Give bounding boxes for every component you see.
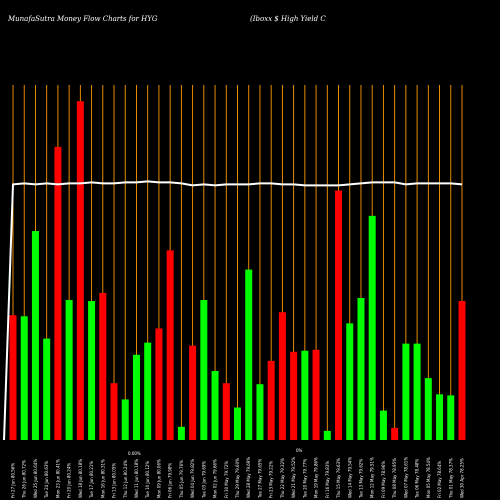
bar-green: [200, 300, 208, 440]
x-tick-label: Thu 15 May 79.63%: [336, 458, 341, 499]
bar-green: [132, 354, 140, 440]
bar-red: [335, 190, 343, 440]
x-tick-label: Thu 12 Jun 80.24%: [123, 460, 128, 499]
bar-green: [447, 395, 455, 440]
bar-green: [234, 407, 241, 440]
bar-red: [99, 292, 107, 440]
x-tick-label: Wed 28 May 79.69%: [246, 457, 251, 498]
x-tick-label: Tue 03 Jun 79.69%: [201, 461, 206, 499]
bar-green: [245, 269, 253, 440]
bar-green: [88, 301, 96, 440]
x-tick-label: Mon 05 May 78.54%: [426, 457, 431, 498]
x-tick-label: Wed 18 Jun 80.18%: [78, 459, 83, 498]
x-tick-label: Wed 30 Apr 78.25%: [460, 458, 465, 498]
x-tick-label: Fri 30 May 79.72%: [224, 461, 229, 498]
bar-red: [110, 383, 118, 440]
bar-green: [424, 378, 432, 440]
x-tick-label: Fri 20 Jun 80.24%: [67, 463, 72, 498]
x-tick-label: Tue 13 May 79.62%: [358, 459, 363, 499]
bar-green: [177, 426, 185, 440]
chart-title: MunafaSutra Money Flow Charts for HYG: [7, 15, 158, 23]
x-tick-label: Wed 25 Jun 80.64%: [33, 459, 38, 498]
bar-red: [391, 427, 399, 440]
x-tick-label: Fri 02 May 78.64%: [437, 461, 442, 498]
x-tick-label: Thu 08 May 78.95%: [392, 458, 397, 499]
x-tick-label: Mon 23 Jun 80.41%: [55, 459, 60, 498]
bar-red: [76, 101, 84, 440]
bar-red: [312, 349, 320, 440]
x-tick-label: Tue 06 May 78.48%: [415, 459, 420, 499]
bar-red: [166, 250, 174, 440]
x-tick-label: Mon 12 May 79.51%: [370, 457, 375, 498]
bar-green: [121, 399, 129, 440]
x-tick-label: Mon 02 Jun 79.66%: [213, 459, 218, 498]
bar-green: [436, 394, 444, 440]
flow-line: [3, 180, 463, 441]
x-tick-label: Tue 20 May 79.77%: [302, 459, 307, 499]
x-tick-label: Tue 17 Jun 80.21%: [89, 461, 94, 499]
bar-green: [65, 300, 73, 440]
x-tick-label: Fri 06 Jun 79.98%: [168, 463, 173, 498]
bar-red: [458, 301, 466, 440]
x-tick-label: Mon 19 May 79.86%: [314, 457, 319, 498]
x-tick-label: Fri 09 May 78.96%: [381, 461, 386, 498]
bar-red: [9, 315, 17, 440]
x-tick-label: Wed 04 Jun 79.82%: [190, 459, 195, 498]
bar-green: [31, 231, 39, 440]
bar-red: [155, 328, 163, 440]
flow-line-group: [3, 180, 463, 441]
x-tick-label: Fri 23 May 79.22%: [269, 461, 274, 498]
bar-red: [54, 146, 62, 440]
bar-red: [222, 383, 230, 440]
x-tick-label: Wed 11 Jun 80.18%: [134, 459, 139, 498]
bar-green: [357, 298, 365, 440]
x-tick-label: Tue 10 Jun 80.12%: [145, 461, 150, 499]
bar-green: [301, 350, 309, 440]
bar-red: [290, 351, 298, 440]
x-tick-label: Wed 07 May 78.61%: [403, 457, 408, 498]
x-tick-labels: Fri 27 Jun 80.56% Thu 26 Jun 80.72% Wed 25…: [11, 457, 465, 499]
bar-red: [278, 312, 286, 440]
bar-green: [211, 371, 219, 440]
x-tick-label: Thu 26 Jun 80.72%: [22, 460, 27, 499]
x-tick-label: Thu 05 Jun 79.76%: [179, 460, 184, 499]
x-tick-label: Tue 27 May 79.65%: [257, 459, 262, 499]
bar-green: [402, 343, 410, 440]
x-tick-label: Fri 16 May 79.83%: [325, 461, 330, 498]
x-tick-label: Mon 09 Jun 80.06%: [156, 459, 161, 498]
bars-group: [9, 101, 466, 440]
bar-green: [368, 215, 376, 440]
x-tick-label: Fri 13 Jun 80.05%: [112, 463, 117, 498]
x-tick-label: Thu 22 May 79.32%: [280, 458, 285, 499]
x-tick-label: Wed 21 May 79.52%: [291, 457, 296, 498]
bar-green: [20, 316, 28, 440]
x-tick-label: Thu 01 May 78.37%: [448, 458, 453, 499]
bar-green: [346, 323, 354, 440]
x-tick-label: Wed 14 May 79.54%: [347, 457, 352, 498]
x-tick-label: Fri 27 Jun 80.56%: [11, 463, 16, 498]
x-tick-label: Thu 29 May 79.60%: [235, 458, 240, 499]
bar-green: [144, 342, 152, 440]
x-tick-label: Tue 24 Jun 80.63%: [44, 461, 49, 499]
bar-green: [323, 430, 331, 440]
stray-label-1: 0.00%: [128, 451, 141, 456]
bar-red: [267, 360, 275, 440]
bar-green: [256, 384, 264, 440]
bar-red: [189, 345, 197, 440]
bar-green: [43, 338, 51, 440]
x-tick-label: Mon 16 Jun 80.31%: [100, 459, 105, 498]
bar-green: [413, 343, 421, 440]
stray-label-2: 0%: [296, 448, 303, 453]
bar-green: [379, 410, 387, 440]
chart-subtitle: (Iboxx $ High Yield C: [250, 15, 326, 23]
